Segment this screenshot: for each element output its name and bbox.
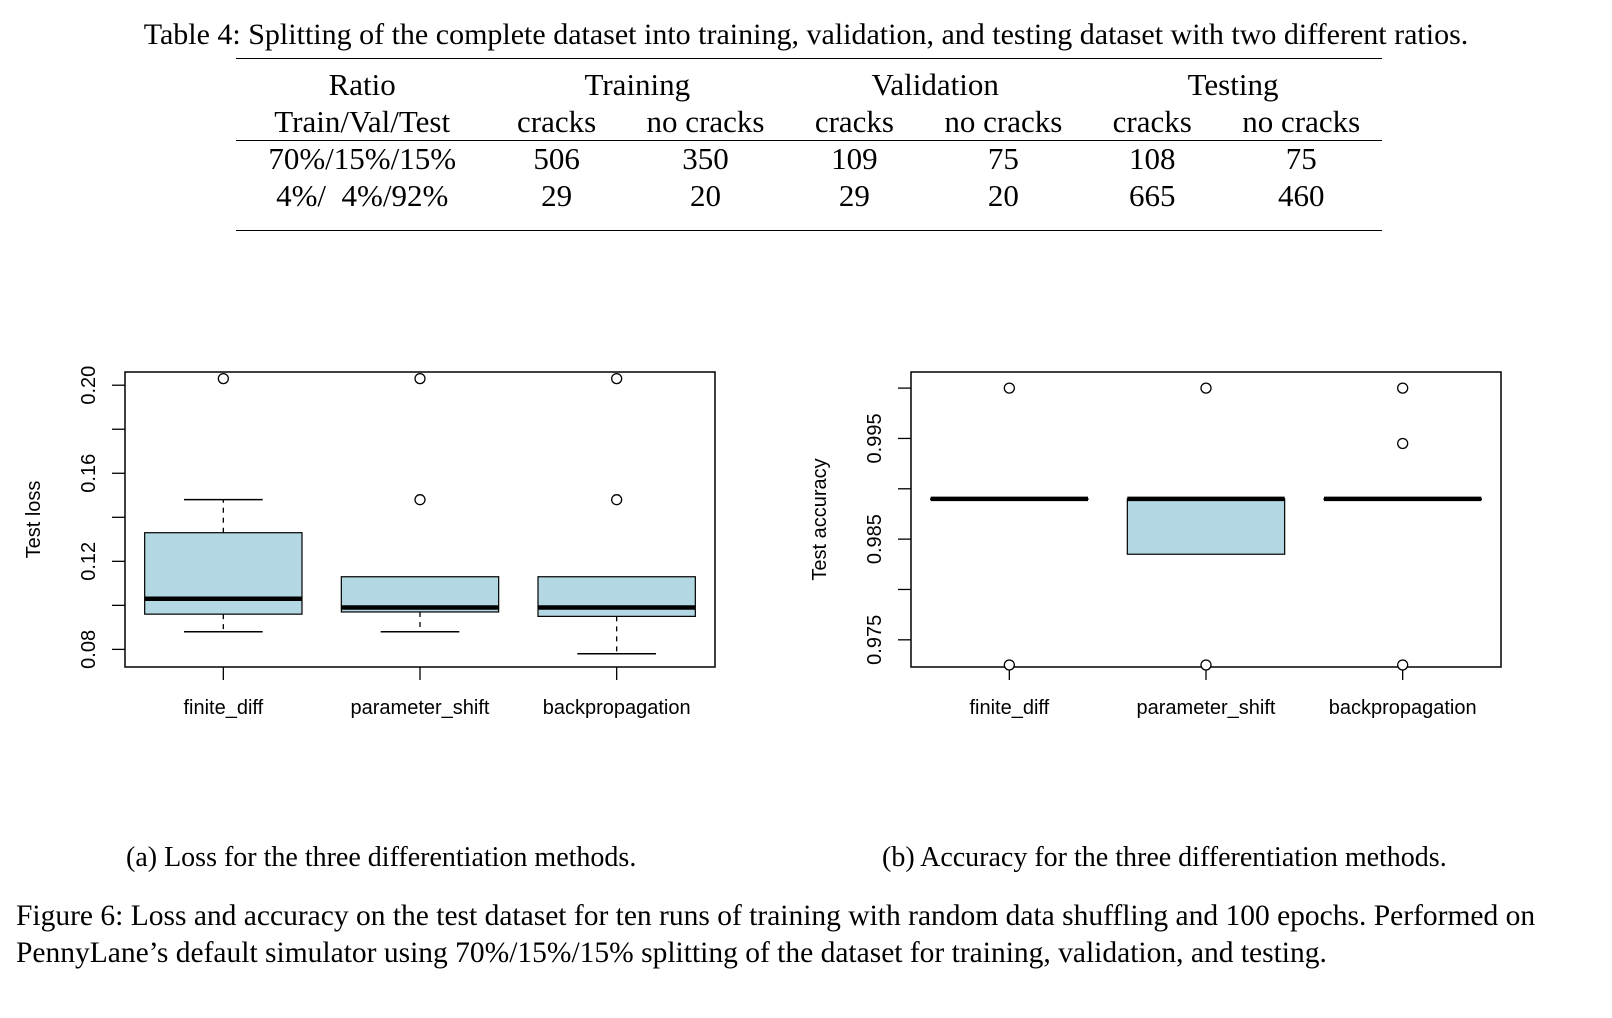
x-tick-label: backpropagation — [1329, 697, 1477, 719]
box-finite_diff — [144, 372, 303, 633]
table-cell: 20 — [689, 178, 721, 213]
y-tick-label: 0.985 — [864, 514, 886, 564]
x-axis: finite_diff parameter_shift backpropagatio… — [183, 667, 691, 719]
table-cell: 460 — [1277, 178, 1325, 213]
figure-caption: Figure 6: Loss and accuracy on the test … — [16, 900, 1536, 969]
x-tick-label: finite_diff — [969, 697, 1049, 719]
table-cell: 665 — [1129, 178, 1176, 213]
y-tick-label: 0.995 — [864, 413, 886, 463]
y-tick-label: 0.08 — [78, 630, 100, 669]
box-backpropagation — [537, 372, 696, 655]
outlier-point — [1003, 382, 1015, 394]
header-train-nocracks: no cracks — [646, 104, 765, 139]
table-cell: 75 — [1285, 141, 1317, 176]
table-cell: 350 — [682, 141, 729, 176]
x-tick-label: parameter_shift — [351, 697, 490, 719]
table-mid-rule — [236, 140, 1382, 141]
header-test-nocracks: no cracks — [1242, 104, 1361, 139]
x-tick-label: backpropagation — [543, 697, 691, 719]
table-cell: 4%/ 4%/92% — [276, 178, 449, 213]
subcaption-a: (a) Loss for the three differentiation m… — [126, 842, 637, 873]
y-axis-label: Test loss — [23, 481, 45, 559]
outlier-point — [1200, 659, 1212, 671]
outlier-point — [1003, 659, 1015, 671]
table-cell: 29 — [541, 178, 573, 213]
outlier-point — [414, 372, 426, 385]
loss-boxplot-svg: 0.08 0.12 0.16 0.20 Test loss finite_diff para… — [23, 366, 716, 719]
outlier-point — [1397, 659, 1409, 671]
y-tick-label: 0.975 — [864, 615, 886, 665]
y-tick-label: 0.12 — [78, 542, 100, 581]
accuracy-boxplot-svg: 0.975 0.985 0.995 Test accuracy finite_diff p… — [809, 371, 1502, 719]
y-axis: 0.08 0.12 0.16 0.20 — [78, 366, 125, 669]
box — [1126, 498, 1286, 555]
box-finite_diff — [930, 382, 1089, 671]
header-validation: Validation — [871, 67, 999, 102]
header-training: Training — [584, 67, 691, 102]
table-header-row-1: Ratio Training Validation Testing — [236, 66, 1382, 103]
y-axis: 0.975 0.985 0.995 — [864, 387, 911, 665]
header-ratio-sub: Train/Val/Test — [274, 104, 451, 139]
table-bottom-rule — [236, 230, 1382, 231]
table-cell: 75 — [987, 141, 1019, 176]
table-row: 70%/15%/15% 506 350 109 75 108 75 — [236, 140, 1382, 177]
y-tick-label: 0.16 — [78, 454, 100, 493]
header-test-cracks: cracks — [1112, 104, 1192, 139]
outlier-point — [1397, 437, 1409, 450]
subcaption-b: (b) Accuracy for the three differentiati… — [882, 842, 1447, 873]
y-axis-label: Test accuracy — [809, 458, 831, 580]
loss-boxplot: 0.08 0.12 0.16 0.20 Test loss finite_diff para… — [10, 360, 750, 760]
table-cell: 109 — [831, 141, 878, 176]
x-tick-label: finite_diff — [183, 697, 263, 719]
table-cell: 70%/15%/15% — [268, 141, 457, 176]
header-val-cracks: cracks — [814, 104, 894, 139]
box-parameter_shift — [1126, 382, 1286, 671]
y-tick-label: 0.20 — [78, 366, 100, 405]
outlier-point — [414, 494, 426, 506]
x-tick-label: parameter_shift — [1137, 697, 1276, 719]
box-backpropagation — [1323, 382, 1482, 671]
x-axis: finite_diff parameter_shift backpropagatio… — [969, 667, 1477, 719]
table-cell: 29 — [838, 178, 870, 213]
table-header-row-2: Train/Val/Test cracks no cracks cracks n… — [236, 103, 1382, 140]
accuracy-boxplot: 0.975 0.985 0.995 Test accuracy finite_diff p… — [796, 360, 1536, 760]
outlier-point — [1200, 382, 1212, 394]
outlier-point — [611, 372, 623, 385]
box — [537, 576, 696, 617]
table-top-rule — [236, 58, 1382, 59]
box — [144, 532, 303, 615]
table-cell: 108 — [1129, 141, 1176, 176]
header-testing: Testing — [1187, 67, 1279, 102]
header-ratio: Ratio — [328, 67, 396, 102]
header-val-nocracks: no cracks — [944, 104, 1063, 139]
table-row: 4%/ 4%/92% 29 20 29 20 665 460 — [236, 177, 1382, 214]
table-cell: 20 — [987, 178, 1019, 213]
outlier-point — [611, 494, 623, 506]
table-caption: Table 4: Splitting of the complete datas… — [143, 18, 1469, 51]
outlier-point — [1397, 382, 1409, 394]
box-parameter_shift — [340, 372, 500, 633]
table-cell: 506 — [533, 141, 580, 176]
header-train-cracks: cracks — [516, 104, 597, 139]
outlier-point — [217, 372, 229, 385]
